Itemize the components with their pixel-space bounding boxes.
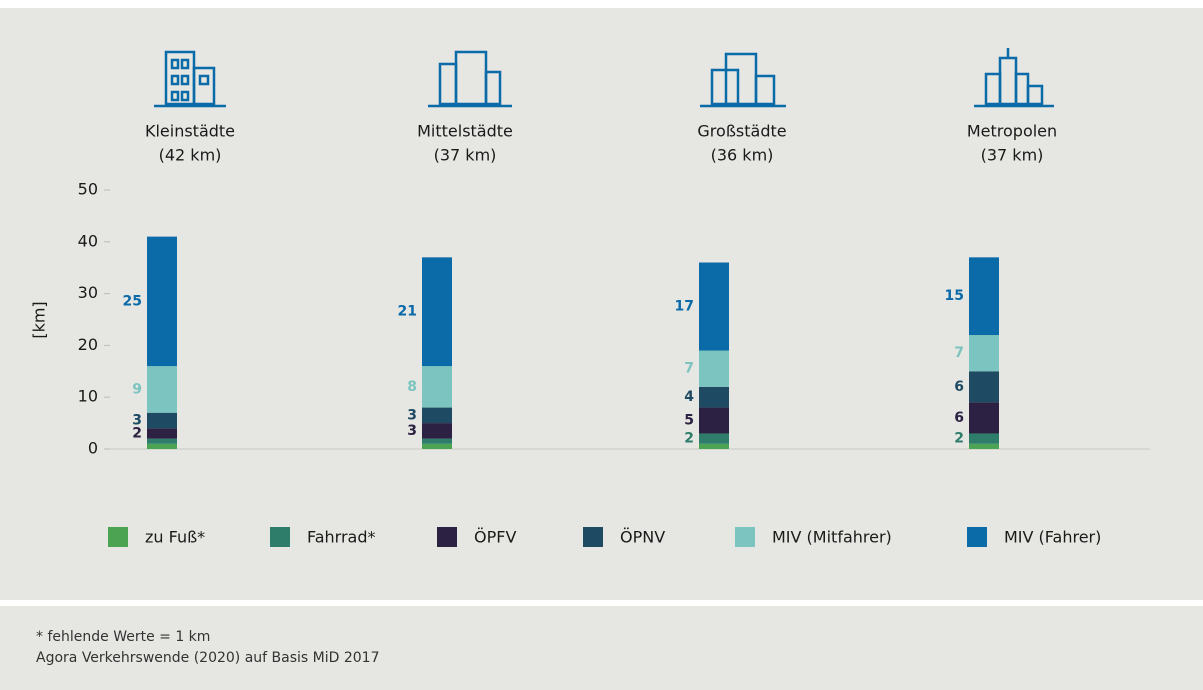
category-note: (37 km): [434, 146, 497, 165]
y-tick-label: 20: [78, 335, 98, 354]
legend-swatch: [583, 527, 603, 547]
footer-panel: [0, 606, 1203, 690]
legend-label: MIV (Fahrer): [1004, 528, 1101, 547]
city-icons: [154, 48, 1054, 108]
bar-segment: [699, 350, 729, 387]
bar-segment: [422, 366, 452, 408]
value-label: 2: [132, 425, 142, 441]
bar-segment: [147, 236, 177, 367]
value-label: 7: [954, 345, 964, 361]
bar-segment: [422, 443, 452, 449]
legend-label: ÖPFV: [474, 528, 516, 547]
legend-swatch: [437, 527, 457, 547]
legend-swatch: [108, 527, 128, 547]
value-label: 9: [132, 381, 142, 397]
bar-segment: [699, 386, 729, 408]
y-tick-label: 40: [78, 231, 98, 250]
value-label: 6: [954, 410, 964, 426]
bar-segment: [969, 402, 999, 434]
bar-segment: [147, 428, 177, 439]
legend-label: zu Fuß*: [145, 528, 205, 547]
category-note: (42 km): [159, 146, 222, 165]
chart-panel: [0, 8, 1203, 600]
category-note: (37 km): [981, 146, 1044, 165]
bar-segment: [147, 412, 177, 429]
value-label: 3: [132, 413, 142, 429]
bar-segment: [422, 257, 452, 367]
y-tick-label: 10: [78, 387, 98, 406]
y-tick-label: 0: [88, 439, 98, 458]
footnote: * fehlende Werte = 1 km: [36, 629, 210, 645]
category-label: Mittelstädte: [417, 122, 513, 141]
bar-segment: [422, 438, 452, 444]
category-label: Metropolen: [967, 122, 1057, 141]
category-label: Kleinstädte: [145, 122, 235, 141]
y-tick-label: 50: [78, 180, 98, 199]
value-label: 7: [684, 361, 694, 377]
legend-label: Fahrrad*: [307, 528, 376, 547]
value-label: 8: [407, 379, 417, 395]
legend-swatch: [735, 527, 755, 547]
bar-segment: [422, 407, 452, 424]
bar-segment: [699, 262, 729, 351]
bar-segment: [147, 443, 177, 449]
bar-segment: [699, 443, 729, 449]
category-note: (36 km): [711, 146, 774, 165]
bar-segment: [969, 371, 999, 403]
value-label: 2: [684, 431, 694, 447]
legend-swatch: [270, 527, 290, 547]
bar-segment: [699, 433, 729, 444]
value-label: 21: [398, 304, 417, 320]
bar-segment: [969, 335, 999, 372]
value-label: 3: [407, 423, 417, 439]
value-label: 6: [954, 379, 964, 395]
value-label: 17: [675, 299, 694, 315]
y-axis-label: [km]: [30, 301, 49, 338]
legend-label: ÖPNV: [620, 528, 665, 547]
value-label: 3: [407, 407, 417, 423]
bar-segment: [969, 257, 999, 336]
value-label: 25: [123, 293, 142, 309]
bar-segment: [699, 407, 729, 434]
bar-segment: [969, 433, 999, 444]
y-tick-label: 30: [78, 283, 98, 302]
category-label: Großstädte: [697, 122, 786, 141]
value-label: 5: [684, 413, 694, 429]
value-label: 15: [945, 288, 964, 304]
bar-segment: [969, 443, 999, 449]
legend-swatch: [967, 527, 987, 547]
bar-segment: [147, 438, 177, 444]
bar-segment: [422, 423, 452, 439]
value-label: 2: [954, 431, 964, 447]
legend-label: MIV (Mitfahrer): [772, 528, 892, 547]
footnote: Agora Verkehrswende (2020) auf Basis MiD…: [36, 650, 379, 666]
bar-segment: [147, 366, 177, 413]
value-label: 4: [684, 389, 694, 405]
